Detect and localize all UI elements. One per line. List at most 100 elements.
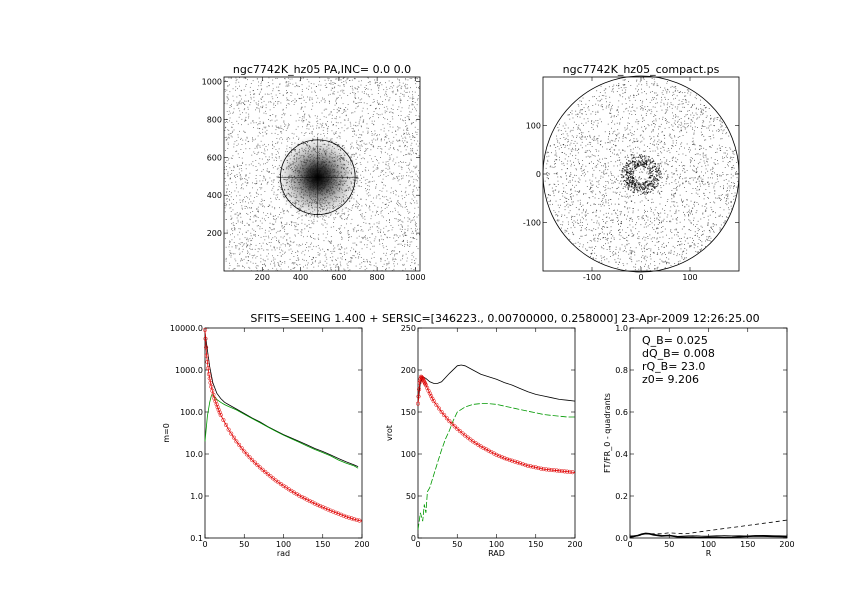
ft-quadrants-xtick-label-1: 50	[664, 540, 674, 549]
rotation-curve-marker	[544, 467, 549, 472]
rotation-curve-marker	[491, 451, 497, 456]
compact-map-circle	[542, 75, 740, 273]
rotation-curve-marker	[417, 380, 422, 385]
ft-quadrants-ytick-label-1: 0.2	[615, 492, 628, 501]
rotation-curve-marker	[523, 462, 528, 468]
rotation-curve-marker	[444, 416, 449, 421]
image-map-xtick-label-0: 200	[255, 273, 270, 282]
profile-log-marker	[203, 336, 208, 341]
rotation-curve-marker	[423, 381, 428, 387]
rotation-curve-xtick-label-4: 200	[567, 540, 582, 549]
rotation-curve-marker	[419, 375, 424, 380]
profile-log-marker	[234, 439, 239, 444]
ft-quadrants-series-2	[629, 533, 788, 537]
ft-quadrants-series-1	[629, 519, 788, 538]
rotation-curve-marker	[515, 460, 520, 465]
profile-log-ytick-label-2: 10.0	[185, 450, 203, 459]
rotation-curve-marker	[525, 463, 530, 468]
rotation-curve-marker	[517, 461, 523, 466]
rotation-curve-marker	[465, 435, 470, 440]
rotation-curve-marker	[554, 468, 559, 473]
rotation-curve-marker	[549, 467, 554, 473]
image-map-ytick-label-2: 600	[207, 153, 222, 162]
profile-log-xtick-label-4: 200	[354, 540, 369, 549]
ft-quadrants-ytick-label-4: 0.8	[615, 366, 628, 375]
profile-log-marker	[265, 472, 270, 477]
rotation-curve-marker	[439, 409, 444, 415]
image-map-xtick-label-3: 800	[369, 273, 384, 282]
profile-log-series-2-markers	[202, 327, 362, 523]
rotation-curve-marker	[541, 467, 546, 472]
ft-quadrants-xlabel: R	[706, 549, 712, 558]
profile-log-ytick-label-3: 100.0	[180, 408, 203, 417]
rotation-curve-ytick-label-2: 100	[401, 450, 416, 459]
rotation-curve-xtick-label-2: 100	[489, 540, 504, 549]
rotation-curve-marker	[427, 391, 432, 396]
profile-log-marker	[210, 388, 215, 393]
profile-log-marker	[247, 455, 252, 460]
profile-log-marker	[211, 392, 216, 397]
rotation-curve-marker	[499, 455, 504, 460]
rotation-curve-marker	[557, 468, 562, 473]
compact-map-xtick-label-2: 100	[682, 273, 697, 282]
profile-log-marker	[299, 494, 304, 500]
ft-quadrants-ytick-label-0: 0.0	[615, 534, 628, 543]
profile-log-ylabel: m=0	[162, 423, 171, 443]
rotation-curve-marker	[417, 387, 422, 392]
rotation-curve-frame	[417, 327, 576, 539]
profile-log-marker	[331, 509, 336, 514]
rotation-curve-marker	[457, 429, 462, 434]
profile-log-marker	[323, 506, 328, 511]
profile-log-xlabel: rad	[277, 549, 290, 558]
profile-log-marker	[244, 452, 249, 457]
profile-log-marker	[218, 412, 223, 418]
ft-quadrants-xtick-label-3: 150	[740, 540, 755, 549]
profile-log-marker	[250, 457, 255, 463]
profile-log-xtick-label-1: 50	[239, 540, 249, 549]
profile-log-marker	[207, 376, 212, 381]
rotation-curve-marker	[431, 399, 436, 404]
profile-log-marker	[339, 512, 344, 517]
profile-log-marker	[271, 476, 276, 481]
ft-quadrants-ytick-label-2: 0.4	[615, 450, 628, 459]
profile-log-marker	[336, 511, 341, 516]
profile-log-marker	[226, 427, 231, 432]
rotation-curve-marker	[463, 433, 468, 438]
profile-log-ytick-label-4: 1000.0	[175, 366, 203, 375]
profile-log-marker	[276, 480, 281, 485]
rotation-curve-marker	[512, 459, 517, 464]
image-map-ytick-label-4: 1000	[202, 78, 222, 87]
rotation-curve-series-0	[417, 364, 576, 404]
rotation-curve-series-2-markers	[415, 374, 575, 475]
profile-log-marker	[208, 380, 213, 385]
ft-quadrants-ytick-label-5: 1.0	[615, 324, 628, 333]
profile-log-marker	[268, 474, 273, 479]
rotation-curve-xtick-label-3: 150	[528, 540, 543, 549]
rotation-curve-marker	[416, 394, 421, 399]
rotation-curve-marker	[567, 469, 572, 474]
profile-log-marker	[217, 410, 222, 415]
image-map-ytick-label-0: 200	[207, 229, 222, 238]
profile-log-marker	[310, 500, 315, 505]
rotation-curve-marker	[450, 421, 455, 426]
profile-log-marker	[341, 513, 346, 518]
ft-quadrants-xtick-label-0: 0	[627, 540, 632, 549]
rotation-curve-marker	[484, 447, 489, 452]
rotation-curve-xlabel: RAD	[488, 549, 505, 558]
rotation-curve-ytick-label-0: 0	[411, 534, 416, 543]
profile-log-marker	[239, 446, 244, 451]
rotation-curve-ytick-label-4: 200	[401, 366, 416, 375]
profile-log-marker	[263, 469, 268, 475]
ft-quadrants-xtick-label-2: 100	[701, 540, 716, 549]
profile-log-series-2	[204, 329, 363, 522]
profile-log-series-0	[204, 332, 359, 467]
profile-log-marker	[318, 504, 323, 509]
rotation-curve-marker	[460, 431, 465, 436]
profile-log-ytick-label-1: 1.0	[190, 492, 203, 501]
profile-log-marker	[344, 514, 349, 519]
profile-log-xtick-label-0: 0	[202, 540, 207, 549]
rotation-curve-marker	[565, 469, 570, 474]
profile-log-marker	[320, 505, 325, 510]
rotation-curve-xtick-label-0: 0	[415, 540, 420, 549]
